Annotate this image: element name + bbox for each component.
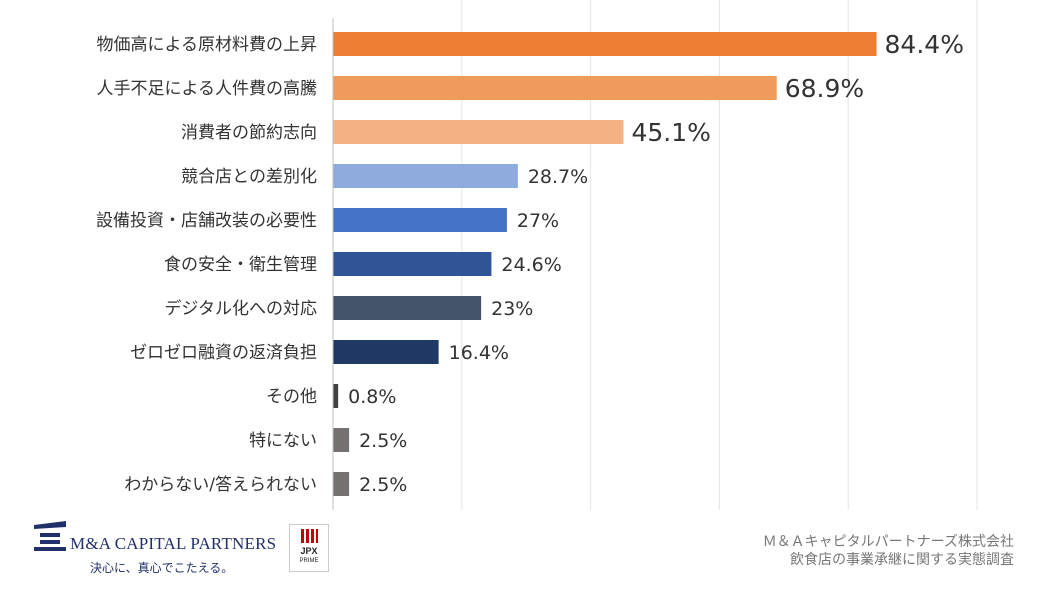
bar: [333, 472, 350, 496]
source-survey: 飲食店の事業承継に関する実態調査: [790, 552, 1014, 568]
value-label: 2.5%: [359, 430, 407, 452]
logo-tagline: 決心に、真心でこたえる。: [90, 561, 234, 575]
jpx-text: JPX: [300, 546, 318, 556]
prime-text: PRIME: [299, 558, 319, 564]
bars: [333, 32, 877, 496]
value-label: 45.1%: [631, 118, 710, 147]
value-label: 68.9%: [785, 74, 864, 103]
bar-chart: 物価高による原材料費の上昇人手不足による人件費の高騰消費者の節約志向競合店との差…: [96, 0, 978, 510]
bar: [333, 428, 350, 452]
bar: [333, 120, 624, 144]
category-label: その他: [266, 387, 317, 407]
value-label: 28.7%: [528, 166, 588, 188]
bar: [333, 208, 507, 232]
value-label: 0.8%: [348, 386, 396, 408]
jpx-prime-badge: JPX PRIME: [289, 524, 329, 572]
category-label: 消費者の節約志向: [181, 123, 317, 143]
source-note: Ｍ＆Ａキャピタルパートナーズ株式会社 飲食店の事業承継に関する実態調査: [763, 533, 1014, 569]
category-label: わからない/答えられない: [124, 475, 317, 495]
company-logo: M&A CAPITAL PARTNERS 決心に、真心でこたえる。: [32, 519, 276, 579]
value-label: 24.6%: [501, 254, 561, 276]
bar: [333, 32, 877, 56]
category-label: 特にない: [249, 431, 317, 451]
value-labels: 84.4% 68.9% 45.1% 28.7% 27% 24.6% 23% 16.4% 0.8%…: [348, 30, 964, 496]
value-label: 27%: [517, 210, 559, 232]
bar: [333, 340, 439, 364]
category-label: デジタル化への対応: [164, 298, 317, 319]
bar: [333, 296, 482, 320]
bar: [333, 164, 518, 188]
category-label: 設備投資・店舗改装の必要性: [96, 211, 317, 231]
category-label: 物価高による原材料費の上昇: [97, 35, 318, 55]
jpx-icon: [301, 529, 318, 543]
bar: [333, 384, 339, 408]
logo-name: M&A CAPITAL PARTNERS: [70, 534, 277, 553]
bar: [333, 76, 777, 100]
bar: [333, 252, 492, 276]
category-label: 人手不足による人件費の高騰: [97, 79, 318, 99]
logo-mark-icon: [34, 521, 66, 551]
source-company: Ｍ＆Ａキャピタルパートナーズ株式会社: [762, 534, 1014, 550]
value-label: 23%: [491, 298, 533, 320]
category-label: 競合店との差別化: [181, 167, 317, 187]
category-label: 食の安全・衛生管理: [164, 255, 317, 275]
category-label: ゼロゼロ融資の返済負担: [130, 343, 317, 363]
value-label: 2.5%: [359, 474, 407, 496]
category-labels: 物価高による原材料費の上昇人手不足による人件費の高騰消費者の節約志向競合店との差…: [96, 35, 317, 495]
value-label: 84.4%: [885, 30, 964, 59]
value-label: 16.4%: [449, 342, 509, 364]
